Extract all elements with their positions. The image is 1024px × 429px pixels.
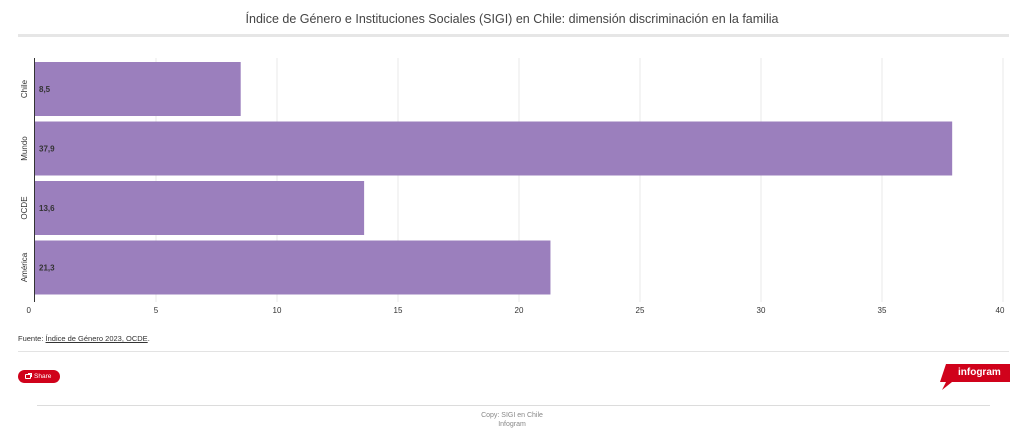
bars (35, 62, 953, 295)
category-label: OCDE (20, 196, 29, 219)
source-divider (18, 351, 1009, 352)
x-tick-label: 10 (273, 306, 282, 315)
category-labels: Chile Mundo OCDE América (20, 79, 29, 282)
bar-value-label: 8,5 (39, 85, 51, 94)
x-tick-label: 25 (636, 306, 645, 315)
title-divider (18, 34, 1009, 37)
bar-value-labels: 8,5 37,9 13,6 21,3 (39, 85, 55, 273)
x-tick-label: 35 (878, 306, 887, 315)
footer-credit[interactable]: Infogram (498, 421, 526, 428)
footer-divider (37, 405, 990, 406)
category-label: Mundo (20, 136, 29, 161)
x-axis-ticks: 0 5 10 15 20 25 30 35 40 (27, 306, 1005, 315)
source-note: Fuente: Índice de Género 2023, OCDE. (18, 334, 150, 343)
bar-chart: 8,5 37,9 13,6 21,3 Chile Mundo OCDE América 0 5… (20, 58, 1005, 315)
source-prefix: Fuente: (18, 334, 46, 343)
bar-value-label: 21,3 (39, 264, 55, 273)
share-button[interactable]: Share (18, 370, 61, 383)
x-tick-label: 0 (27, 306, 32, 315)
bar-ocde (35, 181, 365, 235)
footer: Copy: SIGI en Chile Infogram (0, 411, 1024, 429)
infogram-logo[interactable] (938, 364, 1010, 390)
x-tick-label: 30 (757, 306, 766, 315)
bar-américa (35, 240, 551, 295)
x-tick-label: 15 (394, 306, 403, 315)
source-suffix: . (147, 334, 150, 343)
x-tick-label: 40 (996, 306, 1005, 315)
source-link[interactable]: Índice de Género 2023, OCDE (45, 334, 148, 343)
chart-title: Índice de Género e Instituciones Sociale… (245, 12, 779, 26)
category-label: Chile (20, 79, 29, 98)
infogram-logo-shape (940, 364, 1010, 390)
bar-value-label: 37,9 (39, 145, 55, 154)
footer-copy-text: Copy: SIGI en Chile (481, 412, 543, 419)
bar-chile (35, 62, 241, 116)
bar-mundo (35, 121, 953, 176)
bar-value-label: 13,6 (39, 204, 55, 213)
share-label: Share (34, 373, 52, 380)
infogram-logo-text[interactable]: infogram (958, 367, 1001, 378)
share-icon (25, 373, 32, 379)
category-label: América (20, 252, 29, 282)
x-tick-label: 20 (515, 306, 524, 315)
x-tick-label: 5 (154, 306, 159, 315)
